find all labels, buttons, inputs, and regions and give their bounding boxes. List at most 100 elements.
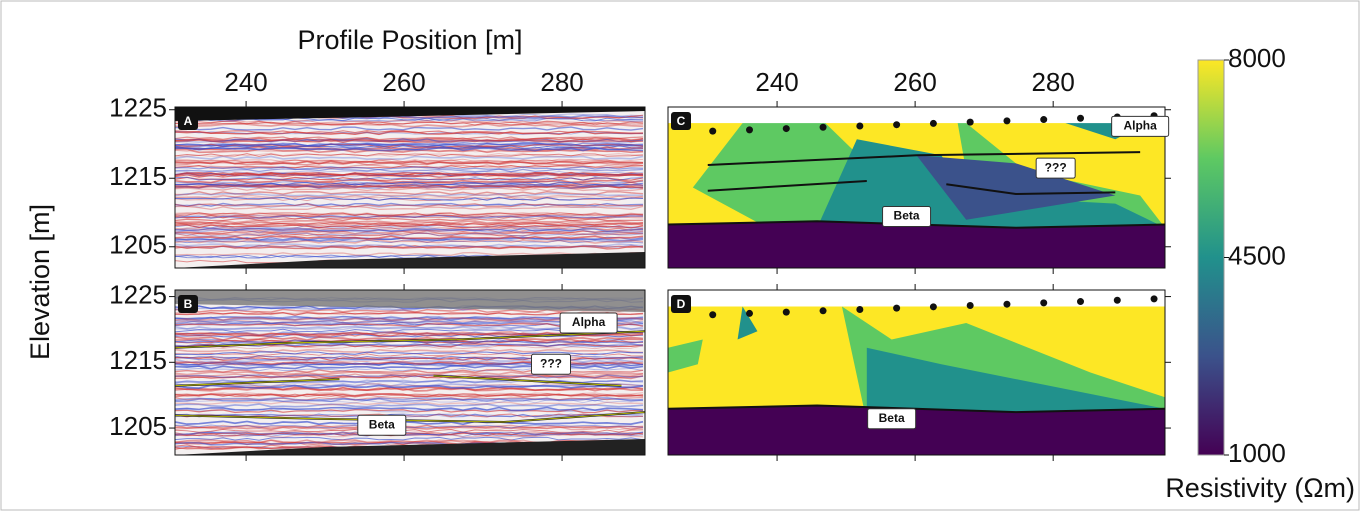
reflector (175, 203, 644, 208)
reflector (175, 192, 644, 198)
reflector (175, 229, 644, 234)
reflector (175, 148, 644, 153)
sky (668, 107, 1165, 124)
electrode (856, 122, 864, 130)
panel-border (174, 106, 646, 269)
reflector (175, 202, 644, 207)
panel-tag: A (184, 114, 193, 128)
y-tick-label: 1205 (109, 230, 167, 260)
reflector (175, 146, 644, 152)
y-axis-label: Elevation [m] (25, 204, 55, 360)
horizon (707, 151, 1141, 166)
horizon (707, 180, 867, 192)
panel-tag-bg (671, 112, 691, 130)
reflector (175, 171, 644, 177)
y-tick-label: 1205 (109, 411, 167, 441)
reflector (175, 383, 644, 388)
reflector (175, 439, 644, 444)
annotation-box (559, 312, 618, 334)
reflector (175, 398, 644, 403)
x-axis-label: Profile Position [m] (297, 25, 522, 55)
reflector (175, 379, 644, 384)
reflector (175, 119, 644, 124)
reflector (175, 164, 644, 169)
mute-zone (175, 439, 645, 455)
reflector (175, 239, 644, 244)
reflector (175, 396, 644, 401)
reflector (175, 191, 644, 196)
reflector (175, 181, 644, 186)
panel-border (667, 289, 1166, 456)
y-tick-label: 1225 (109, 93, 167, 123)
reflector (175, 401, 644, 406)
reflector (175, 131, 644, 135)
colorbar-label: Resistivity (Ωm) (1165, 473, 1355, 503)
reflector (175, 182, 644, 187)
reflector (175, 374, 644, 379)
annotation: Alpha (1123, 118, 1157, 132)
reflector (175, 406, 644, 412)
horizon (946, 183, 1116, 195)
mute-zone (175, 290, 645, 312)
electrode (709, 127, 717, 135)
horizon-glow (175, 378, 340, 387)
reflector (175, 152, 644, 157)
reflector (175, 332, 644, 337)
electrode (929, 303, 937, 311)
panel (668, 290, 1165, 455)
reflector (175, 226, 644, 231)
electrode (1003, 300, 1011, 308)
reflector (175, 384, 644, 389)
reflector (175, 214, 644, 218)
colorbar-tick-label: 8000 (1228, 43, 1286, 73)
reflector (175, 403, 644, 408)
reflector (175, 178, 644, 184)
reflector (175, 219, 644, 225)
reflector (175, 351, 644, 356)
reflector (175, 212, 644, 217)
reflector (175, 374, 644, 380)
y-tick-label: 1215 (109, 161, 167, 191)
annotation: Alpha (572, 315, 606, 329)
annotation-box (1035, 157, 1076, 179)
reflector (175, 232, 644, 237)
reflector (175, 396, 644, 402)
panel-border (667, 106, 1166, 269)
reflector (175, 393, 644, 398)
reflector (175, 436, 644, 441)
electrode (856, 305, 864, 313)
reflector (175, 235, 644, 240)
electrode (893, 121, 901, 129)
reflector (175, 161, 644, 166)
reflector (175, 224, 644, 229)
annotation-box (867, 408, 917, 430)
x-tick-label: 280 (1031, 67, 1074, 97)
electrode (929, 119, 937, 127)
horizon-glow (433, 375, 622, 387)
reflector (175, 212, 644, 217)
basement (668, 405, 1165, 455)
annotation-box (882, 205, 932, 227)
reflector (175, 164, 644, 169)
reflector (175, 142, 644, 147)
reflector (175, 166, 644, 171)
reflector (175, 348, 644, 354)
model-cell (737, 306, 758, 340)
electrode (746, 126, 754, 134)
model-cell (866, 347, 1165, 422)
reflector (175, 176, 644, 181)
reflector (175, 333, 644, 338)
reflector (175, 222, 644, 227)
sky (668, 290, 1165, 307)
colorbar-tick-label: 4500 (1228, 240, 1286, 270)
colorbar (1197, 59, 1225, 456)
electrode (819, 123, 827, 131)
reflector (175, 173, 644, 178)
reflector (175, 336, 644, 341)
reflector (175, 183, 644, 189)
panel-tag: B (184, 297, 193, 311)
panel (175, 107, 645, 268)
y-tick-label: 1225 (109, 279, 167, 309)
x-tick-label: 240 (224, 67, 267, 97)
